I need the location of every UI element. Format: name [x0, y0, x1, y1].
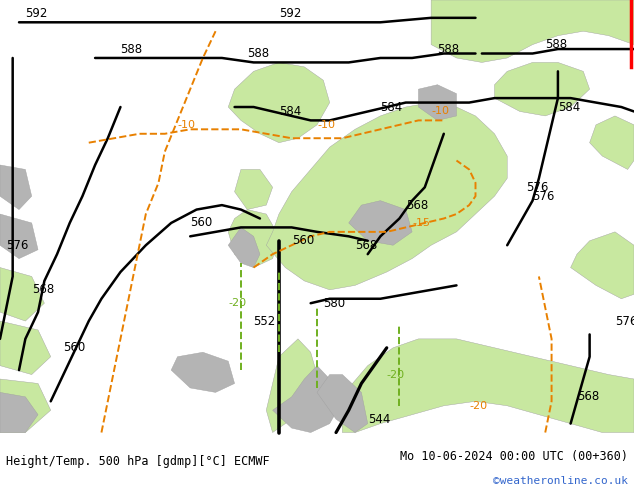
- Text: 568: 568: [577, 391, 599, 403]
- Text: 576: 576: [615, 315, 634, 327]
- Polygon shape: [431, 0, 634, 62]
- Text: 576: 576: [533, 190, 555, 203]
- Text: 568: 568: [32, 283, 54, 296]
- Text: -10: -10: [431, 106, 449, 117]
- Text: 588: 588: [247, 47, 269, 60]
- Polygon shape: [0, 214, 38, 259]
- Text: 560: 560: [292, 234, 314, 247]
- Polygon shape: [266, 339, 317, 433]
- Text: 592: 592: [25, 7, 48, 20]
- Polygon shape: [571, 232, 634, 299]
- Text: 588: 588: [437, 43, 460, 55]
- Text: 588: 588: [545, 38, 567, 51]
- Polygon shape: [171, 352, 235, 392]
- Text: Mo 10-06-2024 00:00 UTC (00+360): Mo 10-06-2024 00:00 UTC (00+360): [399, 450, 628, 464]
- Polygon shape: [235, 170, 273, 210]
- Text: -20: -20: [387, 369, 405, 380]
- Polygon shape: [317, 374, 368, 433]
- Text: Height/Temp. 500 hPa [gdmp][°C] ECMWF: Height/Temp. 500 hPa [gdmp][°C] ECMWF: [6, 455, 270, 468]
- Text: 568: 568: [355, 239, 377, 252]
- Text: ©weatheronline.co.uk: ©weatheronline.co.uk: [493, 476, 628, 486]
- Text: -15: -15: [412, 218, 430, 228]
- Polygon shape: [228, 227, 260, 268]
- Polygon shape: [273, 366, 342, 433]
- Text: 576: 576: [526, 181, 548, 194]
- Polygon shape: [495, 62, 590, 116]
- Text: -10: -10: [178, 120, 195, 130]
- Polygon shape: [228, 62, 330, 143]
- Polygon shape: [590, 116, 634, 170]
- Text: 560: 560: [190, 217, 212, 229]
- Text: 576: 576: [6, 239, 29, 252]
- Text: 592: 592: [279, 7, 301, 20]
- Polygon shape: [266, 102, 507, 290]
- Text: -20: -20: [228, 298, 247, 308]
- Polygon shape: [342, 339, 634, 433]
- Text: 580: 580: [323, 297, 346, 310]
- Polygon shape: [349, 200, 412, 245]
- Text: 588: 588: [120, 43, 143, 55]
- Text: 544: 544: [368, 413, 390, 426]
- Polygon shape: [0, 379, 51, 433]
- Polygon shape: [0, 165, 32, 210]
- Text: 568: 568: [406, 198, 428, 212]
- Text: -20: -20: [469, 401, 488, 411]
- Text: -10: -10: [317, 120, 335, 130]
- Text: 560: 560: [63, 342, 86, 354]
- Polygon shape: [0, 392, 38, 433]
- Text: 584: 584: [279, 105, 301, 118]
- Text: 584: 584: [380, 100, 403, 114]
- Polygon shape: [228, 210, 279, 268]
- Text: 552: 552: [254, 315, 276, 327]
- Polygon shape: [0, 321, 51, 374]
- Text: 584: 584: [558, 100, 580, 114]
- Polygon shape: [0, 268, 44, 321]
- Polygon shape: [418, 85, 456, 121]
